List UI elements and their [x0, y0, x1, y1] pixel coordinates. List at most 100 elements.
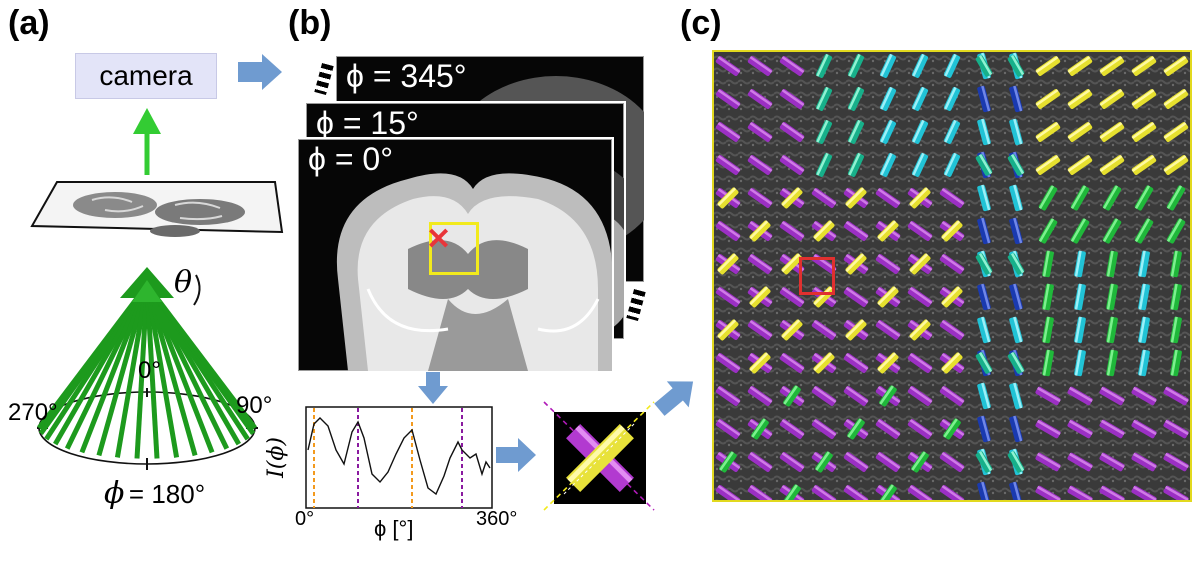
fiber-glyph	[941, 220, 963, 242]
fiber-glyph	[977, 283, 991, 311]
fiber-glyph	[879, 86, 897, 111]
fiber-glyph	[813, 220, 835, 242]
fiber-glyph	[715, 56, 741, 76]
fiber-glyph	[1035, 122, 1061, 142]
fiber-glyph	[811, 188, 837, 208]
blue-arrow-icon	[418, 372, 448, 404]
fiber-glyph	[781, 187, 803, 209]
fiber-glyph	[1131, 485, 1157, 500]
angle-label-270: 270°	[8, 399, 58, 426]
fiber-glyph	[1163, 452, 1189, 472]
fiber-glyph	[847, 86, 865, 111]
fiber-glyph	[1131, 386, 1157, 406]
fiber-glyph	[779, 221, 805, 241]
fiber-glyph	[975, 54, 993, 77]
fiber-glyph	[747, 155, 773, 175]
fiber-glyph	[1035, 419, 1061, 439]
cone-line	[79, 284, 150, 454]
fiber-glyph	[783, 385, 801, 407]
panel-a-illustration	[30, 108, 284, 470]
fiber-glyph	[1106, 250, 1118, 278]
fiber-glyph	[909, 187, 931, 209]
fiber-glyph	[1138, 283, 1150, 311]
fiber-glyph	[977, 85, 991, 113]
fiber-glyph	[1131, 122, 1157, 142]
fiber-glyph	[1035, 386, 1061, 406]
fiber-glyph	[1131, 419, 1157, 439]
fiber-glyph	[1007, 54, 1025, 77]
fiber-glyph	[977, 118, 991, 146]
fiber-glyph	[1009, 316, 1023, 344]
fiber-glyph	[907, 221, 933, 241]
fiber-glyph	[747, 56, 773, 76]
fiber-glyph	[939, 485, 965, 500]
fiber-glyph	[1067, 89, 1093, 109]
fiber-glyph	[747, 89, 773, 109]
fiber-glyph	[1067, 452, 1093, 472]
fiber-glyph	[1138, 316, 1150, 344]
angle-value: = 180°	[128, 479, 206, 509]
fiber-glyph	[843, 287, 869, 307]
fiber-glyph	[911, 451, 929, 473]
cone-line	[145, 283, 257, 430]
panel-label-c: (c)	[680, 4, 722, 42]
fiber-glyph	[941, 352, 963, 374]
fiber-glyph	[911, 86, 929, 111]
panel-label-b: (b)	[288, 4, 332, 42]
fiber-glyph	[845, 253, 867, 275]
fiber-glyph	[939, 254, 965, 274]
fiber-glyph	[1163, 56, 1189, 76]
fiber-glyph	[847, 418, 865, 440]
fiber-glyph	[1102, 185, 1122, 211]
map-roi-box	[799, 257, 835, 295]
fiber-glyph	[715, 353, 741, 373]
graph-x-end: 360°	[476, 508, 518, 530]
fiber-glyph	[1099, 386, 1125, 406]
fiber-glyph	[939, 452, 965, 472]
fiber-glyph	[1035, 485, 1061, 500]
fiber-glyph	[1074, 250, 1086, 278]
fiber-glyph	[779, 353, 805, 373]
camera-box: camera	[75, 53, 217, 99]
fiber-glyph	[845, 187, 867, 209]
fiber-glyph	[1035, 452, 1061, 472]
fiber-glyph	[1042, 316, 1054, 344]
fiber-glyph	[877, 352, 899, 374]
fiber-glyph	[717, 187, 739, 209]
fiber-glyph	[1070, 218, 1090, 244]
fiber-glyph	[1042, 349, 1054, 377]
fiber-glyph	[1138, 349, 1150, 377]
fiber-glyph	[1163, 155, 1189, 175]
fiber-glyph	[815, 451, 833, 473]
fiber-glyph	[1074, 349, 1086, 377]
slice-0: ✕ ϕ = 0°	[296, 137, 614, 373]
fiber-glyph	[1134, 218, 1154, 244]
cone-line	[144, 284, 180, 458]
fiber-glyph	[977, 415, 991, 443]
fiber-glyph	[1102, 218, 1122, 244]
theta-label: θ	[174, 265, 193, 300]
orientation-map	[712, 50, 1192, 502]
fiber-glyph	[907, 485, 933, 500]
fiber-glyph	[941, 286, 963, 308]
fiber-glyph	[1099, 485, 1125, 500]
fiber-glyph	[843, 386, 869, 406]
fiber-glyph	[843, 353, 869, 373]
fiber-glyph	[1067, 56, 1093, 76]
fiber-glyph	[879, 152, 897, 177]
fiber-glyph	[907, 287, 933, 307]
fiber-glyph	[1035, 155, 1061, 175]
fiber-glyph	[715, 155, 741, 175]
fiber-glyph	[1170, 283, 1182, 311]
fiber-glyph	[975, 153, 993, 176]
fiber-glyph	[879, 53, 897, 78]
fiber-glyph	[939, 386, 965, 406]
fiber-glyph	[911, 119, 929, 144]
fiber-glyph	[1170, 316, 1182, 344]
fiber-glyph	[779, 452, 805, 472]
fiber-glyph	[1009, 217, 1023, 245]
cone-line	[144, 284, 160, 459]
fiber-glyph	[1067, 122, 1093, 142]
fiber-glyph	[811, 386, 837, 406]
fiber-glyph	[911, 53, 929, 78]
